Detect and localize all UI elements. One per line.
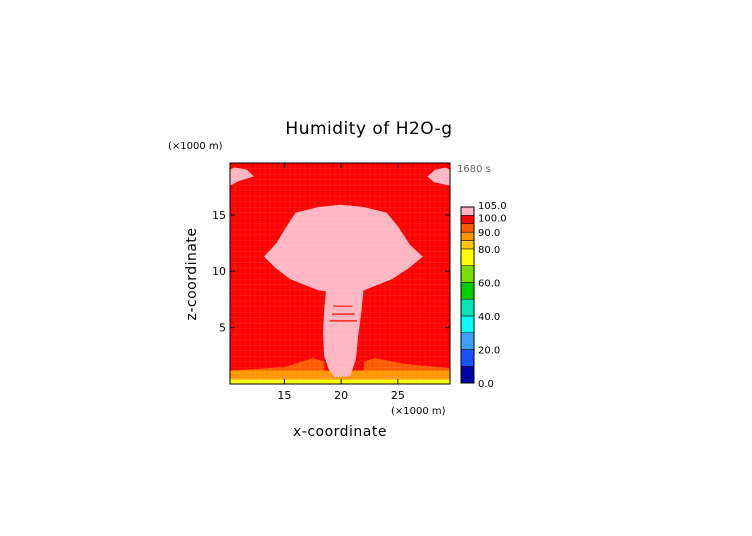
colorbar-level <box>460 265 475 283</box>
x-axis: 15 20 25 <box>277 163 405 402</box>
y-axis-label: z-coordinate <box>184 227 200 320</box>
field-region-cloud-top-right <box>427 167 450 186</box>
y-tick-label: 15 <box>212 209 226 222</box>
x-axis-label: x-coordinate <box>293 424 387 440</box>
colorbar-tick-label: 80.0 <box>478 245 500 256</box>
colorbar-level <box>460 215 475 225</box>
plot-area <box>230 163 450 384</box>
time-label: 1680 s <box>457 164 491 175</box>
colorbar-level <box>460 349 475 367</box>
chart-title: Humidity of H2O-g <box>285 119 452 139</box>
y-tick-label: 10 <box>212 265 226 278</box>
colorbar-level <box>460 248 475 266</box>
colorbar-level <box>460 365 475 384</box>
colorbar-tick-label: 105.0 <box>478 201 507 212</box>
plot-frame <box>229 162 451 385</box>
colorbar-level <box>460 240 475 250</box>
colorbar-level <box>460 298 475 317</box>
colorbar-level <box>460 206 475 216</box>
colorbar-level <box>460 315 475 333</box>
x-tick-label: 15 <box>277 389 291 402</box>
colorbar-frame <box>460 206 475 384</box>
x-axis-unit: (×1000 m) <box>391 406 446 417</box>
colorbar-tick-label: 100.0 <box>478 213 507 224</box>
x-tick-label: 20 <box>334 389 348 402</box>
field-region-surface-layer-low <box>230 379 450 384</box>
field-region-surface-layer-top <box>230 358 450 371</box>
colorbar-level <box>460 282 475 300</box>
cell-grid <box>230 163 450 384</box>
y-axis-unit: (×1000 m) <box>168 141 223 152</box>
colorbar-level <box>460 223 475 233</box>
colorbar-level <box>460 231 475 241</box>
colorbar-tick-label: 20.0 <box>478 345 500 356</box>
colorbar-tick-label: 60.0 <box>478 278 500 289</box>
y-axis: 5 10 15 <box>212 209 450 335</box>
field-region-cloud-top-left <box>230 167 254 186</box>
colorbar-tick-label: 90.0 <box>478 228 500 239</box>
x-tick-label: 25 <box>391 389 405 402</box>
field-region-cloud-anvil <box>264 204 423 294</box>
colorbar-tick-label: 0.0 <box>478 379 494 390</box>
y-tick-label: 5 <box>219 322 226 335</box>
colorbar-tick-label: 40.0 <box>478 312 500 323</box>
field-region-cloud-column <box>323 287 364 378</box>
colorbar-level <box>460 332 475 350</box>
